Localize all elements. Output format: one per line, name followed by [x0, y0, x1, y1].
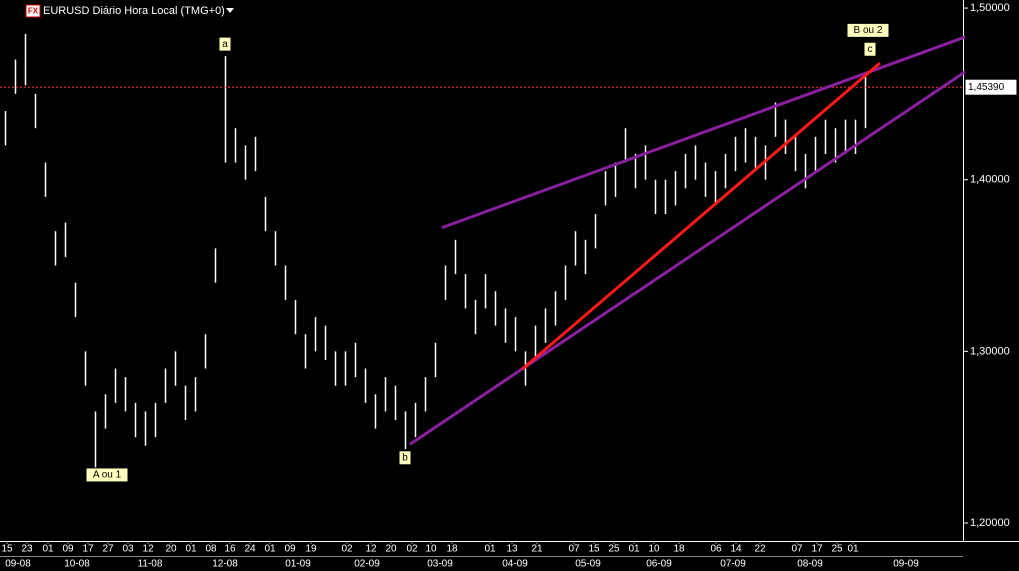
x-tick-label: 01 — [847, 544, 859, 555]
x-tick-label: 21 — [531, 544, 543, 555]
annotation-box — [85, 467, 129, 483]
trend-line — [521, 61, 881, 371]
month-label: 08-09 — [797, 559, 823, 570]
x-tick-label: 18 — [446, 544, 458, 555]
x-tick-label: 01 — [264, 544, 276, 555]
y-tick-label: 1,30000 — [970, 345, 1010, 357]
x-tick-label: 27 — [102, 544, 114, 555]
x-tick-label: 12 — [365, 544, 377, 555]
x-tick-label: 01 — [628, 544, 640, 555]
x-tick-label: 14 — [730, 544, 742, 555]
x-tick-label: 02 — [406, 544, 418, 555]
x-tick-label: 22 — [754, 544, 766, 555]
x-tick-label: 08 — [205, 544, 217, 555]
x-tick-label: 07 — [791, 544, 803, 555]
month-label: 03-09 — [427, 559, 453, 570]
y-tick-label: 1,50000 — [970, 2, 1010, 14]
title-dropdown[interactable] — [226, 8, 234, 13]
x-tick-label: 25 — [608, 544, 620, 555]
x-tick-label: 15 — [588, 544, 600, 555]
x-tick-label: 15 — [1, 544, 13, 555]
x-tick-label: 09 — [284, 544, 296, 555]
month-label: 02-09 — [354, 559, 380, 570]
trend-line — [441, 35, 966, 230]
x-tick-label: 10 — [648, 544, 660, 555]
annotation-box — [846, 22, 890, 38]
month-label: 05-09 — [575, 559, 601, 570]
month-label: 10-08 — [64, 559, 90, 570]
month-label: 09-09 — [893, 559, 919, 570]
x-tick-label: 02 — [341, 544, 353, 555]
x-tick-label: 23 — [21, 544, 33, 555]
last-price-label: 1,45390 — [968, 82, 1005, 93]
x-tick-label: 06 — [710, 544, 722, 555]
y-tick-label: 1,40000 — [970, 174, 1010, 186]
x-tick-label: 19 — [305, 544, 317, 555]
x-tick-label: 16 — [224, 544, 236, 555]
x-tick-label: 09 — [62, 544, 74, 555]
x-tick-label: 01 — [42, 544, 54, 555]
x-tick-label: 20 — [165, 544, 177, 555]
annotation-box — [398, 450, 412, 466]
month-label: 07-09 — [720, 559, 746, 570]
x-tick-label: 13 — [506, 544, 518, 555]
x-tick-label: 25 — [831, 544, 843, 555]
month-label: 12-08 — [212, 559, 238, 570]
annotation-label: B ou 2 — [854, 25, 883, 36]
x-tick-label: 01 — [484, 544, 496, 555]
x-tick-label: 24 — [244, 544, 256, 555]
x-tick-label: 01 — [185, 544, 197, 555]
x-tick-label: 17 — [811, 544, 823, 555]
annotation-box — [863, 41, 877, 57]
month-label: 11-08 — [138, 559, 163, 570]
annotation-label: c — [868, 44, 873, 55]
symbol-icon — [25, 4, 41, 18]
month-label: 09-08 — [5, 559, 31, 570]
symbol-icon-text: FX — [28, 7, 39, 16]
trend-line — [409, 70, 966, 446]
month-label: 01-09 — [285, 559, 311, 570]
x-tick-label: 10 — [425, 544, 437, 555]
annotation-label: a — [222, 39, 228, 50]
y-tick-label: 1,20000 — [970, 517, 1010, 529]
x-tick-label: 12 — [142, 544, 154, 555]
x-tick-label: 18 — [673, 544, 685, 555]
annotation-label: A ou 1 — [93, 470, 122, 481]
x-tick-label: 20 — [385, 544, 397, 555]
annotation-box — [218, 36, 232, 52]
annotation-label: b — [402, 452, 408, 463]
month-label: 06-09 — [646, 559, 672, 570]
x-tick-label: 17 — [82, 544, 94, 555]
x-tick-label: 07 — [568, 544, 580, 555]
x-tick-label: 03 — [122, 544, 134, 555]
chart-title: EURUSD Diário Hora Local (TMG+0) — [43, 5, 225, 17]
month-label: 04-09 — [502, 559, 528, 570]
last-price-box — [964, 78, 1018, 96]
